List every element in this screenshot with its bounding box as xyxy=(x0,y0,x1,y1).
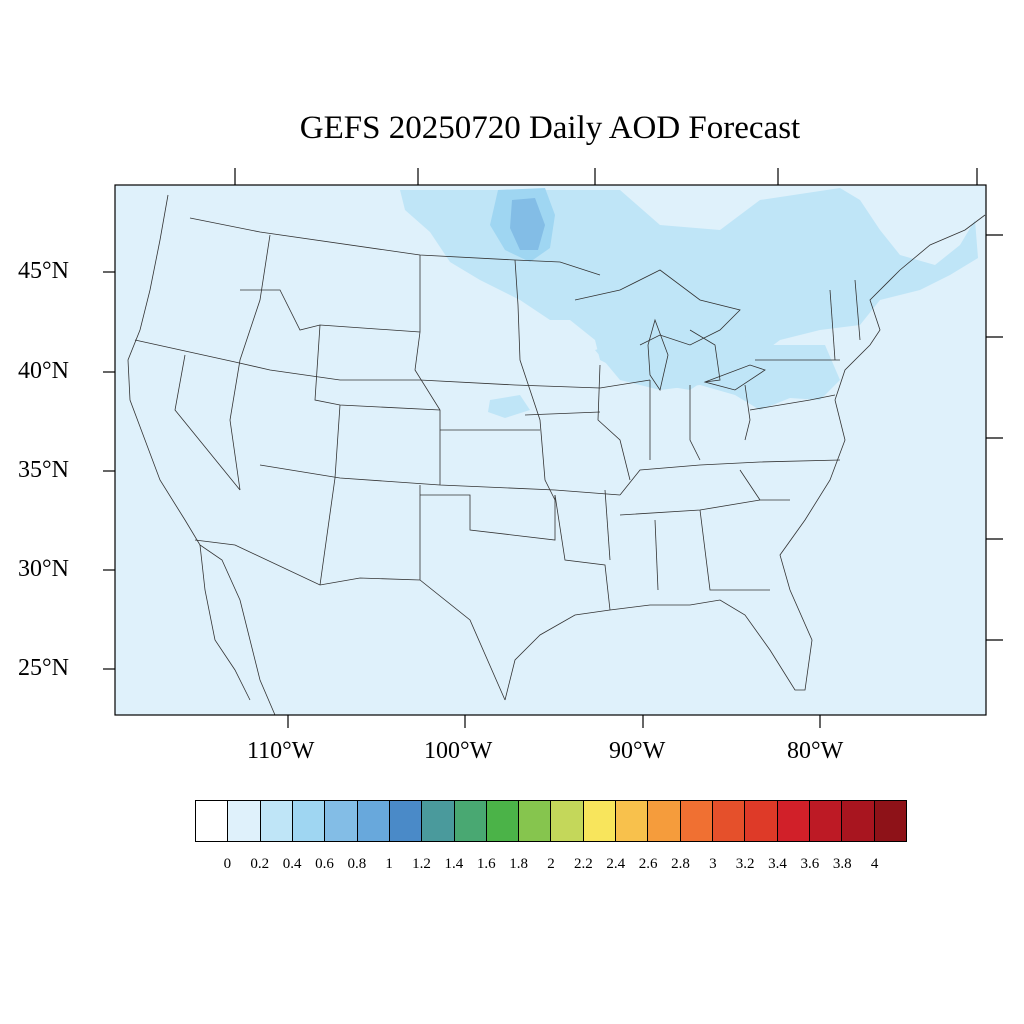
aod-plume-kansas xyxy=(488,395,530,418)
colorbar-swatch xyxy=(616,801,649,841)
colorbar xyxy=(195,800,907,842)
colorbar-label: 1.8 xyxy=(509,856,528,872)
colorbar-swatch xyxy=(745,801,778,841)
colorbar-swatch xyxy=(583,801,617,841)
colorbar-label: 1.6 xyxy=(476,856,496,872)
colorbar-swatch xyxy=(648,801,681,841)
lat-label-25: 25°N xyxy=(18,655,69,681)
colorbar-label: 2.4 xyxy=(606,856,626,872)
colorbar-swatch xyxy=(874,801,906,841)
colorbar-label: 4 xyxy=(870,856,879,872)
colorbar-label: 2.2 xyxy=(573,856,593,872)
lat-label-30: 30°N xyxy=(18,556,69,582)
map-title: GEFS 20250720 Daily AOD Forecast xyxy=(299,110,801,146)
aod-plume-lakes xyxy=(595,330,840,410)
colorbar-label: 3 xyxy=(709,856,717,872)
lon-label-90w: 90°W xyxy=(609,738,666,764)
lat-label-35: 35°N xyxy=(18,457,69,483)
colorbar-swatch xyxy=(519,801,552,841)
colorbar-swatch xyxy=(357,801,390,841)
colorbar-swatch xyxy=(325,801,358,841)
colorbar-label: 3.4 xyxy=(768,856,787,872)
colorbar-label: 2 xyxy=(547,856,555,872)
colorbar-label: 0 xyxy=(223,856,232,872)
colorbar-swatch xyxy=(713,801,746,841)
lon-label-110w: 110°W xyxy=(247,738,315,764)
colorbar-swatch xyxy=(260,801,293,841)
colorbar-label: 3.8 xyxy=(832,856,852,872)
colorbar-label: 3.6 xyxy=(800,856,820,872)
colorbar-swatch xyxy=(454,801,487,841)
colorbar-swatch xyxy=(422,801,455,841)
colorbar-label: 2.8 xyxy=(671,856,690,872)
colorbar-swatch xyxy=(777,801,810,841)
colorbar-label: 1.2 xyxy=(412,856,431,872)
aod-plume-core xyxy=(510,198,545,250)
colorbar-swatch xyxy=(389,801,423,841)
colorbar-label: 0.2 xyxy=(250,856,270,872)
lat-label-45: 45°N xyxy=(18,258,69,284)
colorbar-swatch xyxy=(809,801,843,841)
colorbar-label: 0.6 xyxy=(315,856,334,872)
colorbar-swatch xyxy=(551,801,584,841)
colorbar-swatch xyxy=(196,801,229,841)
colorbar-swatch xyxy=(486,801,520,841)
lon-label-100w: 100°W xyxy=(424,738,493,764)
colorbar-swatch xyxy=(228,801,261,841)
lon-label-80w: 80°W xyxy=(787,738,844,764)
lat-label-40: 40°N xyxy=(18,358,69,384)
colorbar-swatch xyxy=(292,801,326,841)
colorbar-label: 2.6 xyxy=(638,856,658,872)
colorbar-label: 0.8 xyxy=(347,856,367,872)
map-frame xyxy=(114,184,987,716)
colorbar-swatch xyxy=(680,801,713,841)
axis-ticks xyxy=(103,168,1003,728)
colorbar-label: 3.2 xyxy=(735,856,755,872)
colorbar-label: 1 xyxy=(385,856,393,872)
colorbar-label: 1.4 xyxy=(444,856,464,872)
state-boundaries xyxy=(127,194,986,716)
colorbar-swatch xyxy=(842,801,875,841)
colorbar-label: 0.4 xyxy=(282,856,302,872)
